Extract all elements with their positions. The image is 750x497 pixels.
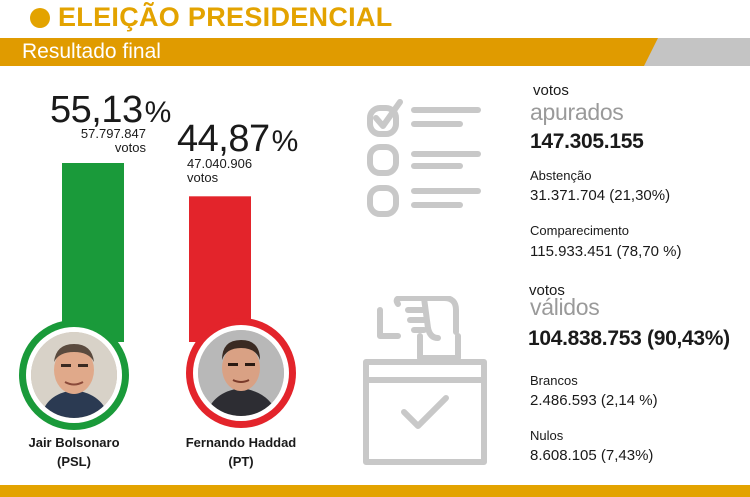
subtitle-banner: Resultado final — [0, 38, 750, 66]
ballot-box-icon — [363, 296, 487, 465]
bolsonaro-portrait-icon — [31, 332, 117, 418]
haddad-percent-unit: % — [271, 125, 299, 158]
comparecimento-label: Comparecimento — [530, 223, 629, 238]
haddad-name: Fernando Haddad (PT) — [171, 433, 311, 471]
validos-label-bottom: válidos — [530, 294, 600, 320]
bolsonaro-percent: 55,13% — [50, 91, 171, 129]
haddad-avatar — [186, 318, 296, 428]
bolsonaro-avatar — [19, 320, 129, 430]
bolsonaro-bar — [62, 163, 124, 342]
bolsonaro-votes-label: votos — [114, 140, 146, 155]
banner-grey-tab — [644, 38, 750, 66]
title-bullet-dot — [30, 8, 50, 28]
abstencao-value: 31.371.704 (21,30%) — [530, 187, 671, 204]
haddad-portrait-icon — [198, 330, 284, 416]
bolsonaro-name-text: Jair Bolsonaro — [28, 435, 120, 450]
bolsonaro-votes: 57.797.847 votos — [68, 127, 146, 155]
bottom-accent-bar — [0, 485, 750, 497]
brancos-value: 2.486.593 (2,14 %) — [530, 392, 658, 409]
haddad-percent: 44,87% — [177, 120, 298, 158]
haddad-percent-value: 44,87 — [177, 118, 270, 160]
bolsonaro-name: Jair Bolsonaro (PSL) — [4, 433, 144, 471]
comparecimento-value: 115.933.451 (78,70 %) — [530, 243, 682, 260]
apurados-label-bottom: apurados — [530, 99, 624, 125]
validos-label-top: votos — [529, 282, 565, 299]
haddad-party: (PT) — [228, 454, 254, 469]
abstencao-label: Abstenção — [530, 168, 592, 183]
nulos-value: 8.608.105 (7,43%) — [530, 447, 654, 464]
bolsonaro-percent-unit: % — [144, 96, 172, 129]
haddad-votes-label: votos — [187, 170, 219, 185]
validos-value: 104.838.753 (90,43%) — [528, 327, 730, 350]
subtitle: Resultado final — [22, 40, 161, 63]
checklist-icon — [367, 99, 481, 217]
page-title: ELEIÇÃO PRESIDENCIAL — [58, 2, 393, 32]
bolsonaro-party: (PSL) — [57, 454, 91, 469]
apurados-value: 147.305.155 — [530, 130, 644, 153]
brancos-label: Brancos — [530, 373, 578, 388]
apurados-label-top: votos — [533, 82, 569, 99]
haddad-votes-value: 47.040.906 — [187, 156, 253, 171]
bolsonaro-percent-value: 55,13 — [50, 89, 143, 131]
haddad-name-text: Fernando Haddad — [185, 435, 297, 450]
haddad-votes: 47.040.906 votos — [187, 157, 252, 185]
nulos-label: Nulos — [530, 428, 564, 443]
bolsonaro-votes-value: 57.797.847 — [80, 126, 146, 141]
